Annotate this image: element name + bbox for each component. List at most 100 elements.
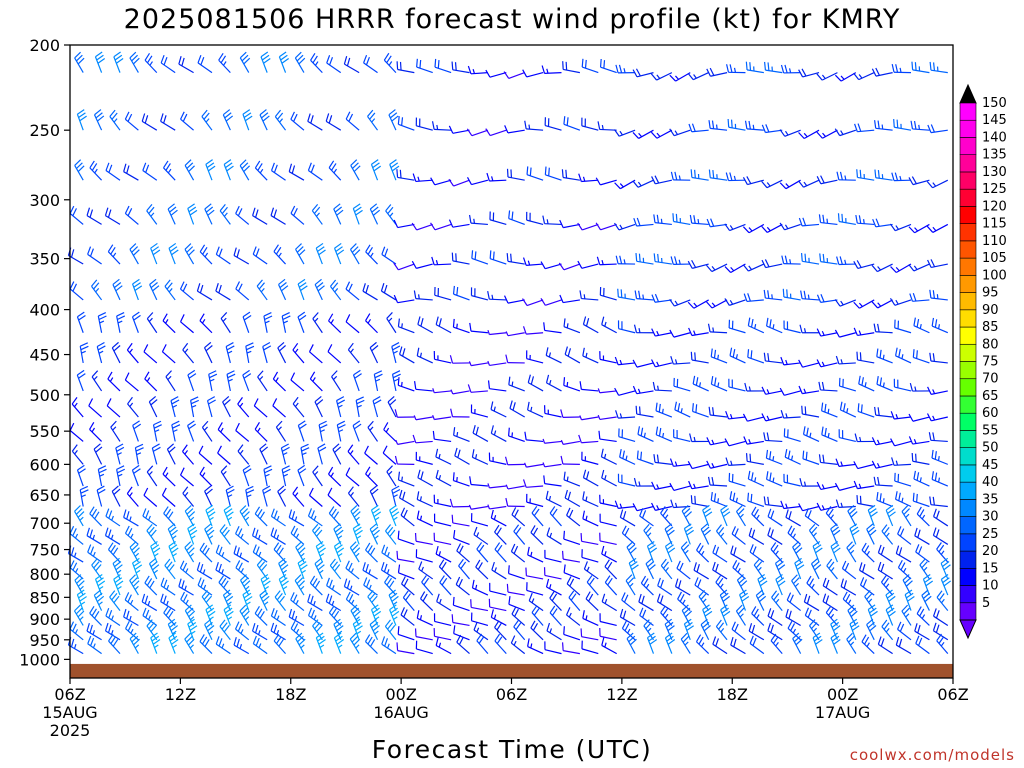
barb-full-flag: [816, 502, 822, 511]
wind-barb: [527, 401, 544, 418]
wind-barb: [199, 466, 213, 487]
barb-full-flag: [98, 468, 107, 474]
barb-shaft: [770, 640, 783, 654]
barb-shaft: [655, 485, 672, 490]
barb-shaft: [618, 129, 636, 137]
barb-shaft: [87, 253, 102, 265]
wind-barb: [468, 361, 489, 367]
barb-full-flag: [938, 544, 945, 553]
wind-barb: [637, 426, 654, 442]
wind-barb: [352, 369, 362, 392]
wind-barb: [333, 618, 344, 641]
wind-barb: [861, 542, 875, 563]
barb-full-flag: [300, 443, 309, 449]
barb-full-flag: [171, 249, 179, 256]
barb-full-flag: [355, 625, 363, 631]
barb-full-flag: [551, 608, 558, 616]
barb-shaft: [127, 403, 139, 418]
barb-full-flag: [312, 619, 319, 627]
wind-barb: [275, 420, 287, 442]
barb-full-flag: [208, 511, 216, 518]
wind-barb: [242, 369, 252, 392]
barb-shaft: [563, 633, 581, 641]
barb-shaft: [87, 551, 102, 563]
barb-shaft: [272, 378, 286, 392]
wind-barb: [415, 640, 433, 655]
wind-barb: [681, 504, 692, 527]
wind-barb: [160, 55, 176, 74]
barb-full-flag: [385, 204, 392, 212]
barb-shaft: [489, 388, 507, 392]
wind-barb: [687, 259, 709, 269]
barb-shaft: [220, 471, 231, 487]
barb-shaft: [748, 535, 765, 545]
barb-shaft: [180, 288, 194, 301]
barb-full-flag: [780, 64, 785, 74]
wind-barb: [767, 608, 783, 626]
barb-full-flag: [933, 508, 937, 517]
barb-half-flag: [847, 599, 852, 605]
wind-barb: [124, 592, 139, 612]
barb-full-flag: [111, 485, 119, 492]
barb-full-flag: [310, 510, 315, 519]
x-tick-label: 00Z: [827, 685, 858, 704]
barb-half-flag: [656, 361, 660, 367]
wind-barb: [86, 527, 102, 545]
barb-shaft: [600, 620, 617, 627]
wind-barb: [803, 593, 820, 612]
barb-shaft: [544, 412, 562, 418]
barb-full-flag: [75, 607, 83, 615]
barb-full-flag: [288, 608, 293, 618]
chart-title: 2025081506 HRRR forecast wind profile (k…: [124, 4, 901, 35]
barb-half-flag: [92, 630, 96, 635]
wind-barb: [617, 473, 636, 487]
wind-barb: [597, 121, 617, 131]
wind-barb: [927, 259, 948, 269]
barb-full-flag: [317, 635, 325, 642]
wind-barb: [434, 58, 452, 74]
barb-full-flag: [72, 623, 77, 632]
wind-barb: [411, 260, 433, 269]
barb-half-flag: [313, 615, 317, 620]
barb-full-flag: [872, 218, 877, 228]
barb-shaft: [350, 610, 360, 626]
wind-barb: [123, 509, 139, 527]
barb-full-flag: [345, 281, 351, 290]
barb-shaft: [636, 298, 654, 301]
barb-half-flag: [604, 598, 608, 604]
barb-full-flag: [931, 317, 935, 327]
x-tick-label: 18Z: [275, 685, 306, 704]
barb-shaft: [932, 223, 949, 233]
barb-full-flag: [352, 523, 361, 529]
barb-half-flag: [585, 496, 588, 502]
barb-shaft: [347, 451, 360, 465]
barb-full-flag: [171, 399, 180, 405]
barb-shaft: [146, 530, 158, 545]
barb-full-flag: [275, 246, 282, 255]
barb-full-flag: [386, 55, 392, 64]
barb-half-flag: [821, 74, 826, 79]
barb-full-flag: [871, 264, 878, 272]
wind-barb: [633, 217, 654, 227]
barb-half-flag: [294, 516, 298, 522]
wind-barb: [167, 523, 178, 545]
barb-half-flag: [901, 354, 904, 359]
barb-full-flag: [635, 253, 638, 262]
barb-full-flag: [875, 218, 880, 227]
barb-full-flag: [416, 510, 420, 519]
barb-full-flag: [871, 301, 879, 309]
barb-half-flag: [222, 317, 227, 322]
barb-full-flag: [350, 243, 357, 250]
wind-barb: [204, 523, 215, 545]
colorbar-swatch: [959, 171, 977, 190]
barb-full-flag: [685, 610, 693, 618]
barb-shaft: [164, 565, 176, 580]
barb-full-flag: [563, 318, 566, 327]
wind-barb: [874, 169, 893, 181]
barb-shaft: [471, 412, 489, 418]
wind-barb: [563, 116, 581, 131]
wind-barb: [326, 55, 342, 74]
barb-shaft: [111, 347, 121, 364]
barb-shaft: [526, 575, 544, 580]
barb-full-flag: [742, 264, 749, 272]
